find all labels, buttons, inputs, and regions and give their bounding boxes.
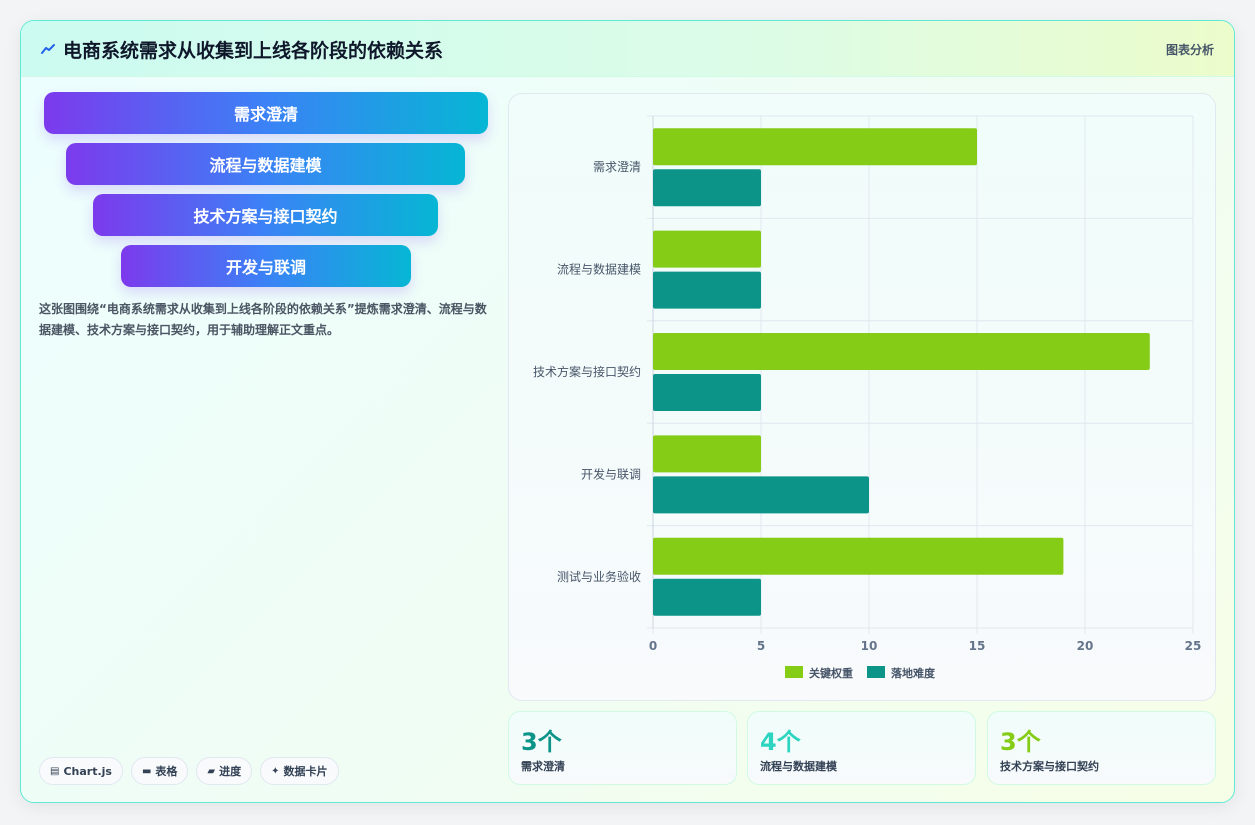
page-title: 电商系统需求从收集到上线各阶段的依赖关系 — [63, 40, 444, 62]
y-tick-label: 测试与业务验收 — [557, 569, 641, 584]
legend-label: 落地难度 — [891, 666, 936, 680]
stat-value: 3个 — [1000, 728, 1041, 756]
tag-label: Chart.js — [63, 764, 112, 778]
funnel-step-1: 需求澄清 — [44, 92, 488, 134]
tag-list: ▤ Chart.js ▬ 表格 ▰ 进度 ✦ 数据卡片 — [39, 757, 339, 785]
stat-value: 4个 — [760, 728, 801, 756]
stat-label: 流程与数据建模 — [760, 760, 837, 773]
bar-key-weight — [653, 128, 977, 166]
x-tick-label: 5 — [757, 639, 765, 653]
table-icon: ▬ — [141, 765, 152, 777]
bar-key-weight — [653, 333, 1150, 370]
bar-difficulty — [653, 374, 761, 411]
x-tick-label: 0 — [649, 639, 657, 653]
x-tick-label: 20 — [1077, 639, 1094, 653]
bar-chart: 0 5 10 15 20 25 需求澄清流程与数据建模技术方案与接口契约开发与联调测试与业务… — [533, 115, 1202, 680]
sparkle-icon: ✦ — [271, 765, 280, 777]
stat-card-1: 3个 需求澄清 — [508, 711, 737, 785]
bar-key-weight — [653, 435, 761, 473]
tag-chartjs[interactable]: ▤ Chart.js — [39, 757, 123, 785]
y-tick-label: 需求澄清 — [593, 159, 641, 174]
legend-label: 关键权重 — [809, 666, 853, 680]
funnel-step-2: 流程与数据建模 — [66, 143, 465, 185]
chart-panel: 0 5 10 15 20 25 需求澄清流程与数据建模技术方案与接口契约开发与联调测试与业务… — [508, 93, 1216, 701]
x-tick-label: 25 — [1185, 639, 1202, 653]
y-tick-label: 技术方案与接口契约 — [533, 364, 641, 379]
bar-difficulty — [653, 578, 761, 616]
chart-icon: ▤ — [50, 765, 60, 777]
x-tick-label: 10 — [861, 639, 878, 653]
bar-key-weight — [653, 537, 1064, 575]
header-tag: 图表分析 — [1165, 43, 1214, 57]
tag-label: 表格 — [155, 765, 178, 778]
bar-difficulty — [653, 271, 761, 309]
tag-label: 进度 — [219, 765, 242, 778]
chart-trend-icon — [41, 44, 55, 54]
description: 这张图围绕“电商系统需求从收集到上线各阶段的依赖关系”提炼需求澄清、流程与数据建… — [39, 302, 487, 337]
y-tick-label: 流程与数据建模 — [557, 262, 641, 277]
header: 电商系统需求从收集到上线各阶段的依赖关系 图表分析 — [21, 21, 1234, 77]
bar-key-weight — [653, 230, 761, 268]
stat-label: 技术方案与接口契约 — [1000, 760, 1099, 773]
y-tick-label: 开发与联调 — [581, 466, 641, 481]
bar-difficulty — [653, 476, 869, 514]
funnel-step-4: 开发与联调 — [121, 245, 411, 287]
legend-swatch — [867, 666, 885, 678]
funnel-step-3: 技术方案与接口契约 — [93, 194, 438, 236]
main-card: 电商系统需求从收集到上线各阶段的依赖关系 图表分析 需求澄清 流程与数据建模 技… — [20, 20, 1235, 803]
tag-data-card[interactable]: ✦ 数据卡片 — [260, 757, 339, 785]
stat-card-2: 4个 流程与数据建模 — [747, 711, 976, 785]
progress-icon: ▰ — [207, 765, 216, 777]
tag-table[interactable]: ▬ 表格 — [130, 757, 189, 785]
stat-card-3: 3个 技术方案与接口契约 — [987, 711, 1216, 785]
bar-difficulty — [653, 169, 761, 207]
legend-swatch — [785, 666, 803, 678]
stat-value: 3个 — [521, 728, 562, 756]
x-tick-label: 15 — [969, 639, 986, 653]
tag-progress[interactable]: ▰ 进度 — [196, 757, 253, 785]
stat-label: 需求澄清 — [521, 760, 565, 773]
tag-label: 数据卡片 — [283, 765, 328, 778]
